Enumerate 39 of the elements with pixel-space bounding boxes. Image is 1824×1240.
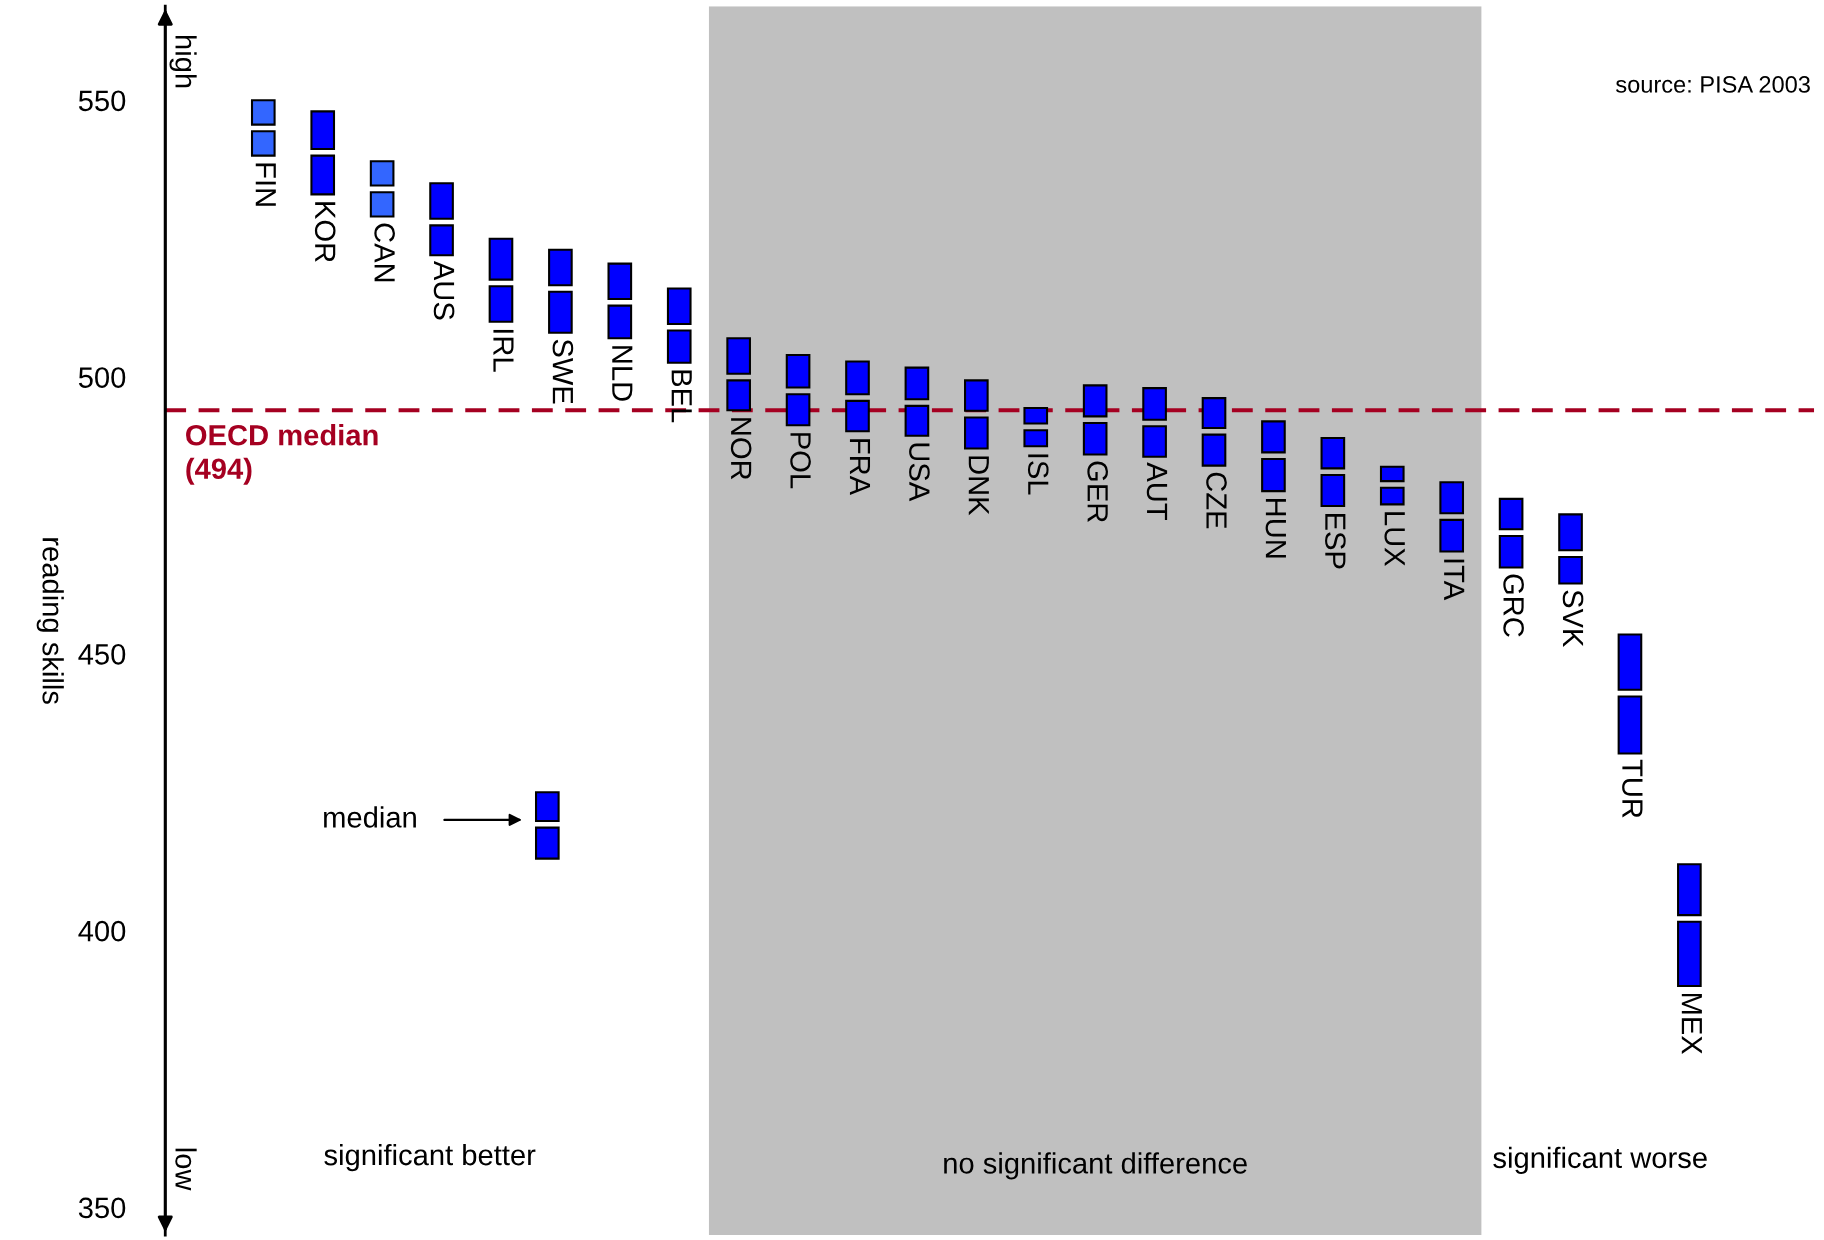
band-label: no significant difference — [944, 1152, 1247, 1180]
x-tick-label: TUR — [1622, 759, 1643, 818]
x-tick-label: KOR — [314, 202, 336, 262]
x-tick-label: HUN — [1265, 499, 1286, 558]
x-tick-label: ESP — [1325, 513, 1346, 569]
x-tick-label: CZE — [1206, 472, 1227, 529]
y-tick-label: 400 — [78, 920, 126, 942]
x-tick-label: GER — [1087, 461, 1108, 522]
x-tick-label: AUT — [1146, 462, 1168, 520]
x-tick-label: NLD — [612, 346, 633, 401]
x-tick-label: GRC — [1503, 574, 1524, 637]
y-tick-label: 550 — [78, 90, 126, 112]
x-tick-label: MEX — [1681, 993, 1702, 1055]
x-tick-label: FIN — [255, 163, 276, 206]
annotation: significant better — [324, 1143, 536, 1172]
text: high — [169, 36, 197, 88]
x-tick-label: DNK — [968, 456, 989, 516]
y-tick-label: 350 — [78, 1197, 126, 1219]
x-tick-label: POL — [790, 433, 811, 489]
text: low — [175, 1148, 197, 1191]
x-tick-label: IRL — [493, 329, 514, 372]
x-tick-label: BEL — [671, 370, 692, 423]
ref-line-label: OECD median (494) — [186, 424, 378, 485]
x-tick-label: ITA — [1444, 559, 1465, 601]
x-tick-label: FRA — [849, 439, 871, 496]
x-tick-label: USA — [909, 443, 930, 502]
x-tick-label: ISL — [1027, 454, 1049, 495]
annotation: significant worse — [1493, 1146, 1707, 1174]
y-tick-label: 500 — [78, 367, 126, 388]
annotation: median — [324, 806, 416, 828]
x-tick-label: SVK — [1562, 590, 1584, 648]
y-axis-title: reading skills — [36, 538, 64, 704]
x-tick-label: LUX — [1384, 512, 1405, 567]
x-tick-label: CAN — [374, 223, 395, 282]
y-tick-label: 450 — [78, 644, 126, 665]
x-tick-label: SWE — [552, 339, 574, 404]
x-tick-label: NOR — [730, 418, 752, 480]
annotation: source: PISA 2003 — [1616, 76, 1810, 93]
x-tick-label: AUS — [433, 260, 455, 320]
